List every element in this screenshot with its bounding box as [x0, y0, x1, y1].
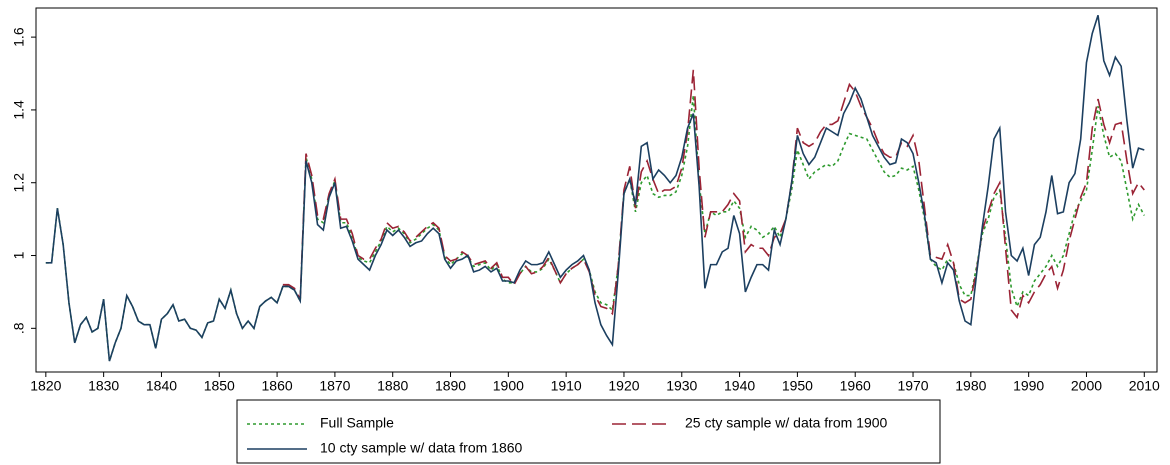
- x-tick-label: 1840: [146, 378, 177, 394]
- x-tick-label: 1850: [204, 378, 235, 394]
- x-tick-label: 1930: [666, 378, 697, 394]
- x-tick-label: 1900: [493, 378, 524, 394]
- y-tick-label: 1: [11, 251, 27, 259]
- x-tick-label: 1950: [782, 378, 813, 394]
- x-tick-label: 1920: [608, 378, 639, 394]
- series-line: [45, 15, 1145, 362]
- y-tick-label: 1.6: [11, 27, 27, 47]
- x-tick-label: 1890: [435, 378, 466, 394]
- x-tick-label: 1960: [840, 378, 871, 394]
- x-tick-label: 2000: [1071, 378, 1102, 394]
- x-tick-label: 1970: [897, 378, 928, 394]
- x-tick-label: 2010: [1129, 378, 1160, 394]
- x-tick-label: 1820: [30, 378, 61, 394]
- legend-label: 25 cty sample w/ data from 1900: [685, 415, 888, 431]
- x-tick-label: 1870: [319, 378, 350, 394]
- legend-label: Full Sample: [320, 415, 394, 431]
- plot-frame: [35, 7, 1158, 373]
- legend-box: [236, 399, 941, 464]
- legend-label: 10 cty sample w/ data from 1860: [320, 440, 523, 456]
- x-tick-label: 1830: [88, 378, 119, 394]
- x-tick-label: 1880: [377, 378, 408, 394]
- x-tick-label: 1910: [551, 378, 582, 394]
- x-tick-label: 1990: [1013, 378, 1044, 394]
- series-line: [282, 69, 1145, 320]
- x-tick-label: 1940: [724, 378, 755, 394]
- x-tick-label: 1860: [262, 378, 293, 394]
- x-tick-label: 1980: [955, 378, 986, 394]
- y-tick-label: 1.2: [11, 173, 27, 193]
- y-tick-label: 1.4: [11, 100, 27, 120]
- y-tick-label: .8: [11, 322, 27, 334]
